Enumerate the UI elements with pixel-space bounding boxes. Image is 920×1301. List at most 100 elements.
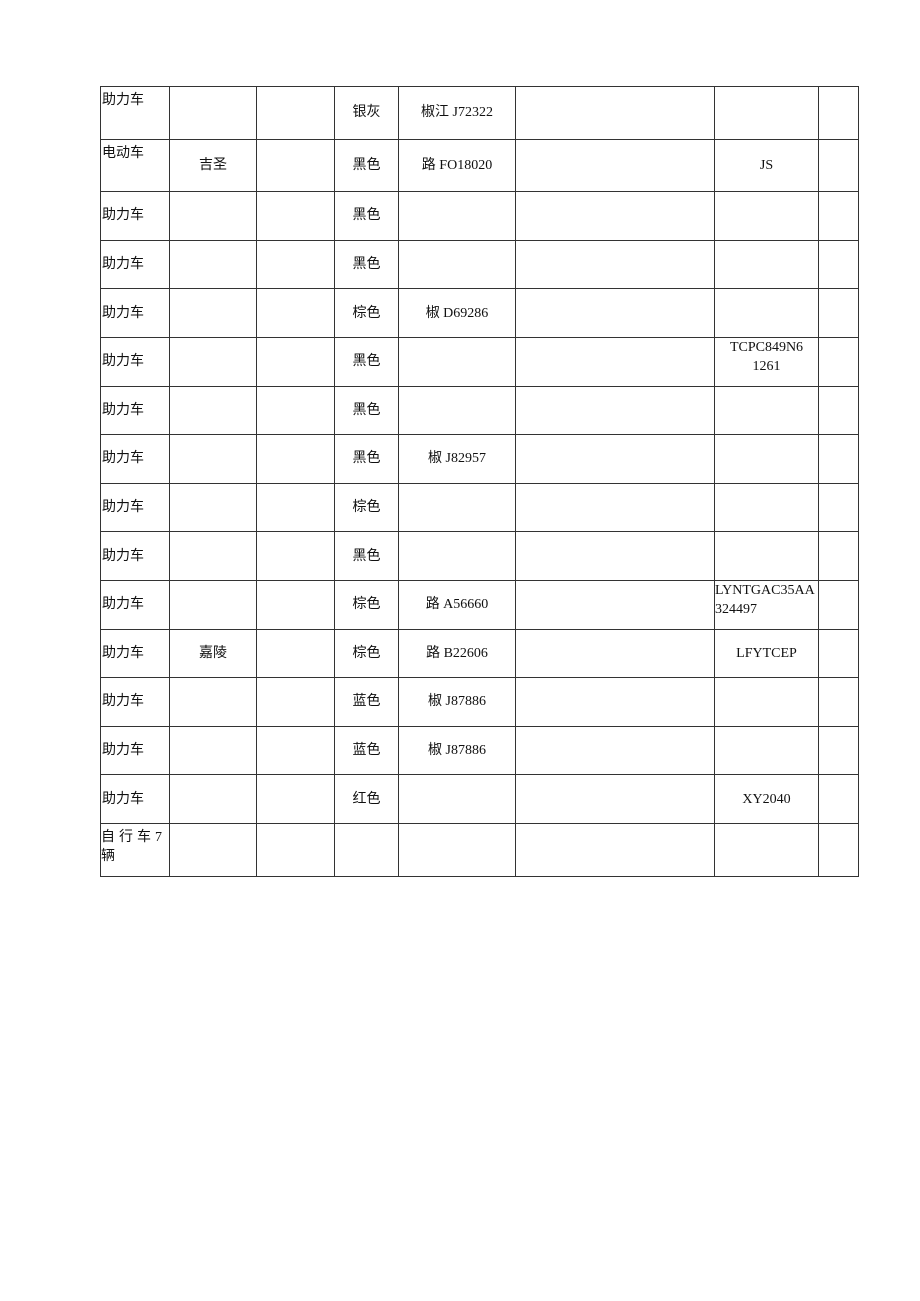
table-row: 助力车 黑色: [100, 191, 859, 241]
cell-frame-number: JS: [714, 138, 819, 193]
cell-vehicle-type: 助力车: [100, 725, 170, 776]
cell-col-8: [818, 138, 859, 193]
cell-col-6: [515, 628, 715, 679]
table-row: 电动车 吉圣 黑色路 FO18020 JS: [100, 138, 859, 193]
cell-col-6: [515, 677, 715, 727]
cell-col-3: [256, 482, 335, 533]
table-row: 助力车 银灰 椒江 J72322: [100, 86, 859, 140]
cell-frame-number: [714, 531, 819, 581]
cell-col-3: [256, 288, 335, 338]
cell-plate-number: 椒 J87886: [398, 677, 516, 727]
cell-col-3: [256, 822, 335, 877]
cell-brand: [169, 482, 257, 533]
cell-brand: [169, 531, 257, 581]
cell-col-8: [818, 628, 859, 679]
table-row: 自行车7辆: [100, 822, 859, 877]
cell-col-8: [818, 774, 859, 824]
cell-col-8: [818, 531, 859, 581]
cell-brand: [169, 336, 257, 387]
table-row: 助力车 棕色: [100, 482, 859, 533]
cell-color: 棕色: [334, 288, 399, 338]
cell-col-3: [256, 239, 335, 290]
table-row: 助力车 黑色 TCPC849N6 1261: [100, 336, 859, 387]
cell-col-6: [515, 191, 715, 241]
cell-vehicle-type: 助力车: [100, 482, 170, 533]
cell-col-6: [515, 822, 715, 877]
cell-col-3: [256, 191, 335, 241]
cell-col-6: [515, 482, 715, 533]
cell-vehicle-type: 自行车7辆: [100, 822, 170, 877]
cell-vehicle-type: 助力车: [100, 774, 170, 824]
cell-frame-number: XY2040: [714, 774, 819, 824]
table-row: 助力车 红色 XY2040: [100, 774, 859, 824]
cell-color: 红色: [334, 774, 399, 824]
cell-col-3: [256, 677, 335, 727]
cell-plate-number: [398, 482, 516, 533]
cell-frame-number: [714, 86, 819, 140]
cell-col-3: [256, 628, 335, 679]
cell-col-3: [256, 336, 335, 387]
cell-plate-number: 路 B22606: [398, 628, 516, 679]
cell-vehicle-type: 电动车: [100, 138, 170, 193]
cell-color: 黑色: [334, 336, 399, 387]
cell-col-8: [818, 86, 859, 140]
cell-brand: [169, 191, 257, 241]
table-row: 助力车 棕色椒 D69286: [100, 288, 859, 338]
cell-col-8: [818, 385, 859, 436]
cell-plate-number: 路 FO18020: [398, 138, 516, 193]
cell-frame-number: [714, 191, 819, 241]
cell-plate-number: [398, 531, 516, 581]
cell-col-6: [515, 239, 715, 290]
vehicle-table: 助力车 银灰 椒江 J72322 电动车 吉圣 黑色路 FO18020 JS 助力车 黑色 助力车…: [100, 86, 859, 877]
cell-brand: [169, 385, 257, 436]
cell-col-6: [515, 434, 715, 484]
cell-vehicle-type: 助力车: [100, 288, 170, 338]
cell-col-6: [515, 725, 715, 776]
cell-plate-number: 路 A56660: [398, 579, 516, 630]
cell-col-3: [256, 774, 335, 824]
cell-color: 黑色: [334, 385, 399, 436]
table-row: 助力车 黑色: [100, 239, 859, 290]
cell-col-3: [256, 138, 335, 193]
cell-frame-number: [714, 725, 819, 776]
cell-frame-number: LFYTCEP: [714, 628, 819, 679]
cell-brand: [169, 774, 257, 824]
cell-col-3: [256, 86, 335, 140]
cell-col-8: [818, 239, 859, 290]
cell-brand: [169, 288, 257, 338]
cell-plate-number: [398, 385, 516, 436]
table-row: 助力车 嘉陵 棕色路 B22606 LFYTCEP: [100, 628, 859, 679]
cell-col-8: [818, 482, 859, 533]
cell-col-8: [818, 288, 859, 338]
cell-plate-number: 椒 J82957: [398, 434, 516, 484]
cell-col-8: [818, 822, 859, 877]
cell-plate-number: [398, 822, 516, 877]
cell-plate-number: [398, 191, 516, 241]
cell-col-6: [515, 774, 715, 824]
table-row: 助力车 黑色: [100, 385, 859, 436]
cell-col-3: [256, 579, 335, 630]
cell-brand: 嘉陵: [169, 628, 257, 679]
cell-color: 黑色: [334, 138, 399, 193]
cell-color: [334, 822, 399, 877]
cell-col-6: [515, 531, 715, 581]
cell-frame-number: TCPC849N6 1261: [714, 336, 819, 387]
cell-col-6: [515, 86, 715, 140]
cell-frame-number: [714, 822, 819, 877]
cell-col-8: [818, 191, 859, 241]
cell-col-8: [818, 579, 859, 630]
cell-plate-number: 椒江 J72322: [398, 86, 516, 140]
cell-color: 黑色: [334, 434, 399, 484]
cell-brand: [169, 822, 257, 877]
cell-brand: [169, 434, 257, 484]
cell-brand: [169, 677, 257, 727]
cell-color: 棕色: [334, 579, 399, 630]
cell-plate-number: [398, 239, 516, 290]
cell-plate-number: [398, 336, 516, 387]
cell-plate-number: [398, 774, 516, 824]
cell-plate-number: 椒 J87886: [398, 725, 516, 776]
cell-col-3: [256, 434, 335, 484]
table-row: 助力车 蓝色椒 J87886: [100, 725, 859, 776]
cell-frame-number: [714, 385, 819, 436]
cell-vehicle-type: 助力车: [100, 191, 170, 241]
